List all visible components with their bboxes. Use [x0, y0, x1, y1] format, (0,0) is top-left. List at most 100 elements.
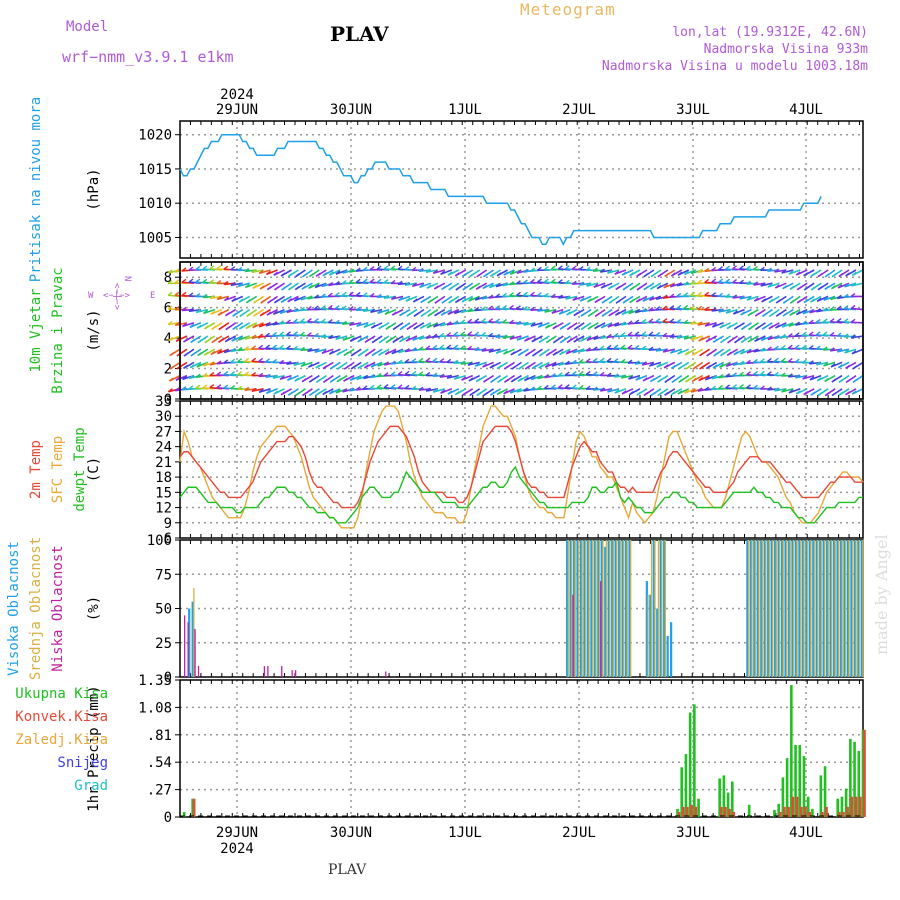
wind-barb-feather — [767, 335, 773, 341]
wind-barb-feather — [753, 384, 758, 389]
wind-barb-feather — [189, 323, 195, 328]
wind-barb — [196, 308, 209, 314]
wind-barb — [683, 335, 696, 340]
wind-barb-feather — [629, 391, 634, 396]
wind-barb-feather — [732, 265, 737, 270]
wind-barb-feather — [599, 387, 605, 392]
wind-barb-feather — [418, 346, 424, 351]
wind-barb-feather — [782, 299, 788, 304]
wind-barb-feather — [538, 364, 544, 369]
wind-barb-feather — [483, 391, 489, 397]
wind-barb-feather — [769, 312, 774, 317]
wind-barb-feather — [524, 365, 530, 370]
wind-barb-feather — [190, 352, 196, 357]
wind-barb-feather — [356, 322, 362, 327]
y-tick-label: 24 — [155, 440, 172, 456]
compass-east: E — [150, 291, 155, 301]
wind-barb-feather — [578, 281, 584, 286]
wind-barb-feather — [258, 388, 264, 393]
temp2m-line — [179, 425, 863, 509]
wind-barb-feather — [649, 362, 654, 367]
wind-barb-feather — [204, 325, 209, 330]
wind-barb-feather — [606, 357, 612, 362]
wind-barb-feather — [418, 357, 424, 362]
wind-barb-feather — [768, 298, 774, 303]
wind-barb — [433, 388, 446, 393]
wind-barb-feather — [419, 324, 425, 330]
wind-barb-feather — [482, 363, 487, 368]
wind-barb-feather — [754, 312, 760, 317]
wind-barb-feather — [650, 285, 655, 290]
wind-barb-feather — [683, 335, 689, 340]
wind-barb — [739, 295, 752, 300]
wind-barb-feather — [829, 306, 835, 311]
wind-barb-feather — [794, 344, 800, 349]
wind-barb-feather — [307, 363, 313, 368]
wind-barb-feather — [195, 293, 201, 298]
wind-barb-feather — [516, 280, 521, 285]
wind-barb-feather — [509, 389, 515, 394]
wind-barb-feather — [446, 374, 452, 379]
wind-barb-feather — [174, 279, 180, 284]
wind-barb — [328, 335, 341, 340]
wind-barb-feather — [462, 286, 468, 291]
wind-barb-feather — [495, 318, 501, 323]
wind-barb-feather — [830, 363, 836, 368]
wind-barb-feather — [378, 339, 384, 344]
wind-barb-feather — [504, 378, 509, 383]
wind-barb-feather — [648, 318, 654, 323]
wind-barb-feather — [557, 372, 563, 377]
y-tick-label: 50 — [155, 602, 172, 618]
wind-barb — [837, 348, 850, 353]
wind-barb-feather — [713, 352, 719, 357]
wind-barb-feather — [773, 371, 779, 376]
y-tick-label: 4 — [164, 331, 172, 347]
wind-barb-feather — [809, 309, 815, 314]
wind-barb-feather — [369, 373, 375, 378]
wind-barb-feather — [836, 305, 842, 310]
wind-barb-feather — [280, 391, 286, 396]
bottom-day-label: 4JUL — [789, 825, 823, 841]
wind-barb-feather — [621, 390, 627, 395]
wind-barb-feather — [467, 331, 473, 336]
wind-barb-feather — [571, 371, 577, 376]
wind-barb-feather — [530, 386, 535, 391]
wind-barb-feather — [523, 279, 528, 284]
wind-barb-feather — [314, 283, 320, 289]
wind-barb — [662, 348, 676, 353]
wind-barb-feather — [244, 386, 250, 391]
wind-barb-feather — [295, 273, 300, 278]
wind-barb-feather — [202, 362, 208, 367]
wind-barb-feather — [843, 318, 849, 323]
wind-barb-feather — [719, 324, 725, 329]
wind-barb-feather — [760, 336, 766, 342]
wind-barb-feather — [216, 384, 222, 389]
wind-barb-feather — [336, 378, 342, 383]
wind-barb-feather — [787, 358, 793, 363]
wind-barb-feather — [733, 325, 739, 330]
wind-barb-feather — [202, 278, 208, 283]
wind-barb — [760, 282, 773, 287]
bottom-year-label: 2024 — [220, 841, 254, 857]
wind-barb-feather — [662, 305, 668, 310]
wind-barb-feather — [845, 378, 851, 383]
wind-barb-feather — [641, 331, 647, 336]
wind-barb-feather — [753, 265, 758, 271]
wind-barb-feather — [650, 377, 655, 383]
wind-barb-feather — [174, 268, 180, 273]
wind-barb-feather — [760, 370, 765, 376]
wind-barb-feather — [822, 307, 828, 312]
wind-barb-feather — [698, 337, 704, 342]
wind-barb-feather — [578, 370, 584, 375]
wind-barb-feather — [711, 292, 717, 297]
wind-barb-feather — [663, 364, 669, 369]
wind-barb-feather — [174, 291, 180, 296]
wind-barb-feather — [571, 265, 577, 270]
wind-barb-feather — [174, 387, 180, 392]
wind-barb-feather — [419, 283, 425, 288]
wind-barb-feather — [217, 349, 222, 355]
wind-barb-feather — [571, 359, 577, 364]
wind-barb-feather — [279, 359, 284, 364]
wind-barb-feather — [794, 358, 800, 363]
wind-barb-feather — [286, 345, 291, 350]
